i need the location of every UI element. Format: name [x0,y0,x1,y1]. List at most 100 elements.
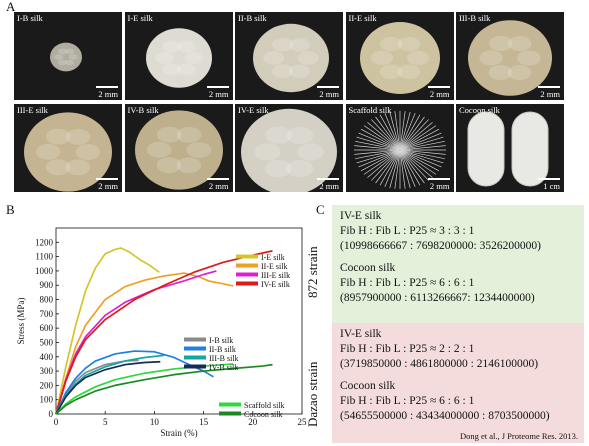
tile-label: I-B silk [17,13,43,23]
series-line [55,270,217,415]
y-tick-label: 1200 [35,237,54,247]
ratio-entry: IV-E silk Fib H : Fib L : P25 ≈ 3 : 3 : 1… [340,209,541,254]
tile-label: I-E silk [127,13,153,23]
strain-label: 872 strain [305,246,320,298]
scale-bar [206,86,229,88]
silk-photo-image [50,42,82,72]
silk-photo-image [353,110,446,190]
legend-swatch [219,402,241,407]
silk-photo-tile: III-E silk 2 mm [14,104,122,192]
y-tick-label: 300 [40,366,54,376]
silk-photo-image [468,20,552,96]
x-axis-label: Strain (%) [160,428,197,438]
legend-swatch [236,254,258,259]
tile-label: Scaffold silk [348,105,392,115]
entry-ratio: Fib H : Fib L : P25 ≈ 6 : 6 : 1 [340,395,475,407]
tile-label: II-B silk [238,13,267,23]
legend-swatch [236,272,258,277]
y-tick-label: 700 [40,309,54,319]
silk-photo-image [134,110,223,190]
legend-swatch [184,346,206,351]
y-tick-label: 600 [40,323,54,333]
entry-values: (10998666667 : 7698200000: 3526200000) [340,240,541,252]
silk-photo-tile: I-E silk 2 mm [124,12,233,100]
entry-title: Cocoon silk [340,380,396,392]
tile-label: III-E silk [17,105,48,115]
tile-label: IV-B silk [127,105,159,115]
reference-citation: Dong et al., J Proteome Res. 2013. [459,431,578,441]
silk-photo-tile: III-B silk 2 mm [456,12,564,100]
panel-label-b: B [6,202,15,217]
legend-swatch [236,281,258,286]
ratio-entry: IV-E silk Fib H : Fib L : P25 ≈ 2 : 2 : 1… [340,327,550,372]
scale-bar [96,178,118,180]
legend-label: II-E silk [261,262,287,271]
silk-photo-tile: II-B silk 2 mm [235,12,343,100]
series-line [55,354,165,415]
entry-title: IV-E silk [340,210,382,222]
scale-bar [96,86,118,88]
scale-label: 2 mm [208,181,229,191]
scale-label: 2 mm [98,181,118,191]
silk-photo-image [359,22,440,94]
legend-label: Scaffold silk [244,401,285,410]
y-tick-label: 800 [40,295,54,305]
scale-bar [317,86,339,88]
silk-photo-image [467,111,549,187]
ratio-entry: Cocoon silk Fib H : Fib L : P25 ≈ 6 : 6 :… [340,379,550,424]
series-line [55,247,160,415]
legend-label: I-E silk [261,253,285,262]
scale-label: 2 mm [540,89,560,99]
legend-label: IV-E silk [261,280,290,289]
silk-photo-image [253,23,329,93]
y-tick-label: 500 [40,337,54,347]
legend-swatch [184,337,206,342]
scale-label: 2 mm [208,89,229,99]
silk-photo-grid: I-B silk 2 mm I-E silk 2 mm II-B silk 2 mm II-… [14,12,584,200]
scale-bar [538,178,560,180]
silk-photo-image [241,108,337,192]
entry-ratio: Fib H : Fib L : P25 ≈ 2 : 2 : 1 [340,343,475,355]
x-tick-label: 20 [248,417,257,427]
legend-label: IV-B silk [209,363,238,372]
entry-ratio: Fib H : Fib L : P25 ≈ 6 : 6 : 1 [340,277,475,289]
series-line [55,250,273,415]
x-tick-label: 25 [298,417,308,427]
scale-label: 2 mm [98,89,118,99]
legend-label: III-E silk [261,271,290,280]
y-tick-label: 200 [40,380,54,390]
silk-photo-tile: I-B silk 2 mm [14,12,122,100]
scale-label: 2 mm [319,89,339,99]
scale-bar [427,178,450,180]
scale-bar [538,86,560,88]
entry-values: (3719850000 : 4861800000 : 2146100000) [340,358,539,370]
x-tick-label: 0 [54,417,59,427]
y-axis-label: Stress (MPa) [16,298,26,345]
scale-label: 2 mm [429,181,450,191]
tile-label: IV-E silk [238,105,269,115]
y-tick-label: 400 [40,352,54,362]
silk-photo-tile: IV-E silk 2 mm [235,104,343,192]
strain-box: 872 strain IV-E silk Fib H : Fib L : P25 ≈… [305,205,584,323]
legend-swatch [236,263,258,268]
silk-photo-tile: Cocoon silk 1 cm [456,104,564,192]
entry-values: (8957900000 : 6113266667: 1234400000) [340,292,535,304]
legend-swatch [219,411,241,416]
plot-frame [55,227,303,415]
y-tick-label: 0 [49,409,54,419]
scale-label: 1 cm [543,181,560,191]
entry-ratio: Fib H : Fib L : P25 ≈ 3 : 3 : 1 [340,225,475,237]
legend-label: III-B silk [209,354,239,363]
scale-label: 2 mm [319,181,339,191]
series-line [55,363,273,415]
y-tick-label: 100 [40,395,54,405]
ratio-entry: Cocoon silk Fib H : Fib L : P25 ≈ 6 : 6 :… [340,261,541,306]
scale-bar [427,86,450,88]
scale-bar [206,178,229,180]
legend-swatch [184,355,206,360]
stress-strain-chart: 0 5 10 15 20 25 0 100 200 300 400 500 600 700 800 900 10… [16,227,308,438]
panel-label-c: C [316,202,325,217]
silk-photo-tile: IV-B silk 2 mm [124,104,233,192]
strain-label: Dazao strain [305,361,320,427]
silk-photo-tile: Scaffold silk 2 mm [345,104,454,192]
